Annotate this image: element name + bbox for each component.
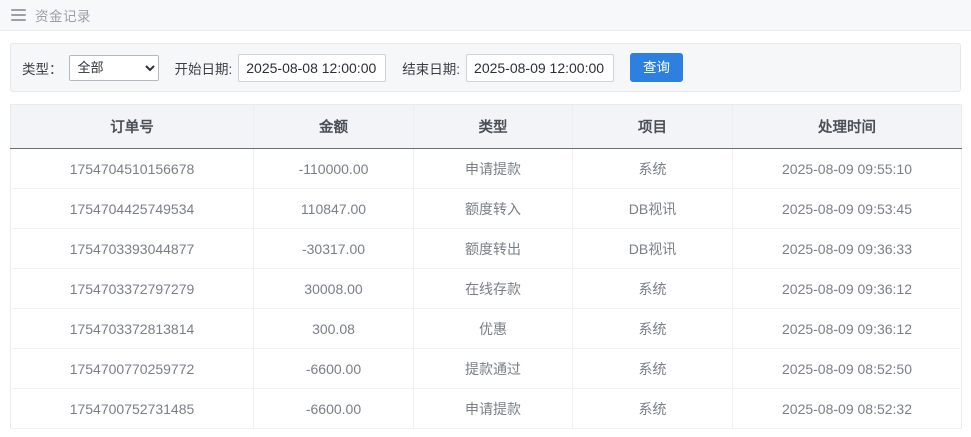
cell-project: 系统 [572, 268, 733, 309]
cell-amount: -6600.00 [253, 348, 414, 389]
type-label: 类型： [22, 61, 63, 77]
table-row[interactable]: 1754703393044877 -30317.00 额度转出 DB视讯 2025-08… [10, 228, 962, 269]
cell-time: 2025-08-09 09:36:12 [732, 308, 962, 349]
filter-area: 类型： 全部 开始日期: 结束日期: 查询 [0, 31, 971, 92]
cell-order-no: 1754703393044877 [10, 228, 254, 269]
column-header-amount[interactable]: 金额 [253, 104, 414, 149]
cell-project: 系统 [572, 348, 733, 389]
hamburger-icon[interactable] [11, 9, 26, 21]
cell-project: 系统 [572, 388, 733, 429]
records-table-area: 订单号 金额 类型 项目 处理时间 1754704510156678 -11000… [0, 92, 971, 429]
cell-amount: 110847.00 [253, 188, 414, 229]
cell-time: 2025-08-09 09:53:45 [732, 188, 962, 229]
cell-amount: 300.08 [253, 308, 414, 349]
cell-project: DB视讯 [572, 228, 733, 269]
hamburger-line [11, 19, 26, 21]
table-body: 1754704510156678 -110000.00 申请提款 系统 2025-08-… [10, 148, 962, 429]
cell-project: DB视讯 [572, 188, 733, 229]
cell-order-no: 1754700752731485 [10, 388, 254, 429]
cell-type: 额度转出 [413, 228, 573, 269]
cell-type: 申请提款 [413, 388, 573, 429]
cell-time: 2025-08-09 09:36:33 [732, 228, 962, 269]
cell-order-no: 1754704510156678 [10, 148, 254, 189]
top-bar: 资金记录 [0, 0, 971, 31]
end-date-input[interactable] [466, 53, 615, 82]
cell-order-no: 1754703372797279 [10, 268, 254, 309]
table-row[interactable]: 1754704510156678 -110000.00 申请提款 系统 2025-08-… [10, 148, 962, 189]
cell-order-no: 1754700770259772 [10, 348, 254, 389]
table-row[interactable]: 1754704425749534 110847.00 额度转入 DB视讯 2025-08… [10, 188, 962, 229]
cell-project: 系统 [572, 308, 733, 349]
column-header-project[interactable]: 项目 [572, 104, 733, 149]
hamburger-line [11, 9, 26, 11]
records-table: 订单号 金额 类型 项目 处理时间 1754704510156678 -11000… [10, 104, 962, 429]
cell-time: 2025-08-09 09:55:10 [732, 148, 962, 189]
start-date-label: 开始日期: [174, 61, 233, 77]
cell-type: 额度转入 [413, 188, 573, 229]
table-header-row: 订单号 金额 类型 项目 处理时间 [10, 104, 962, 149]
column-header-order-no[interactable]: 订单号 [10, 104, 254, 149]
filter-panel: 类型： 全部 开始日期: 结束日期: 查询 [10, 43, 961, 92]
cell-amount: 30008.00 [253, 268, 414, 309]
page-title: 资金记录 [35, 9, 91, 24]
cell-order-no: 1754703372813814 [10, 308, 254, 349]
table-row[interactable]: 1754700770259772 -6600.00 提款通过 系统 2025-08-09… [10, 348, 962, 389]
cell-amount: -110000.00 [253, 148, 414, 189]
end-date-label: 结束日期: [402, 61, 461, 77]
cell-type: 提款通过 [413, 348, 573, 389]
cell-project: 系统 [572, 148, 733, 189]
table-row[interactable]: 1754703372813814 300.08 优惠 系统 2025-08-09 09:… [10, 308, 962, 349]
column-header-type[interactable]: 类型 [413, 104, 573, 149]
type-select[interactable]: 全部 [68, 54, 159, 81]
table-header: 订单号 金额 类型 项目 处理时间 [10, 104, 962, 149]
cell-amount: -6600.00 [253, 388, 414, 429]
table-row[interactable]: 1754703372797279 30008.00 在线存款 系统 2025-08-09… [10, 268, 962, 309]
cell-type: 优惠 [413, 308, 573, 349]
cell-time: 2025-08-09 08:52:32 [732, 388, 962, 429]
cell-order-no: 1754704425749534 [10, 188, 254, 229]
cell-time: 2025-08-09 08:52:50 [732, 348, 962, 389]
column-header-time[interactable]: 处理时间 [732, 104, 962, 149]
query-button[interactable]: 查询 [630, 53, 684, 82]
hamburger-line [11, 14, 26, 16]
cell-type: 申请提款 [413, 148, 573, 189]
table-row[interactable]: 1754700752731485 -6600.00 申请提款 系统 2025-08-09… [10, 388, 962, 429]
cell-type: 在线存款 [413, 268, 573, 309]
cell-time: 2025-08-09 09:36:12 [732, 268, 962, 309]
cell-amount: -30317.00 [253, 228, 414, 269]
start-date-input[interactable] [238, 53, 387, 82]
